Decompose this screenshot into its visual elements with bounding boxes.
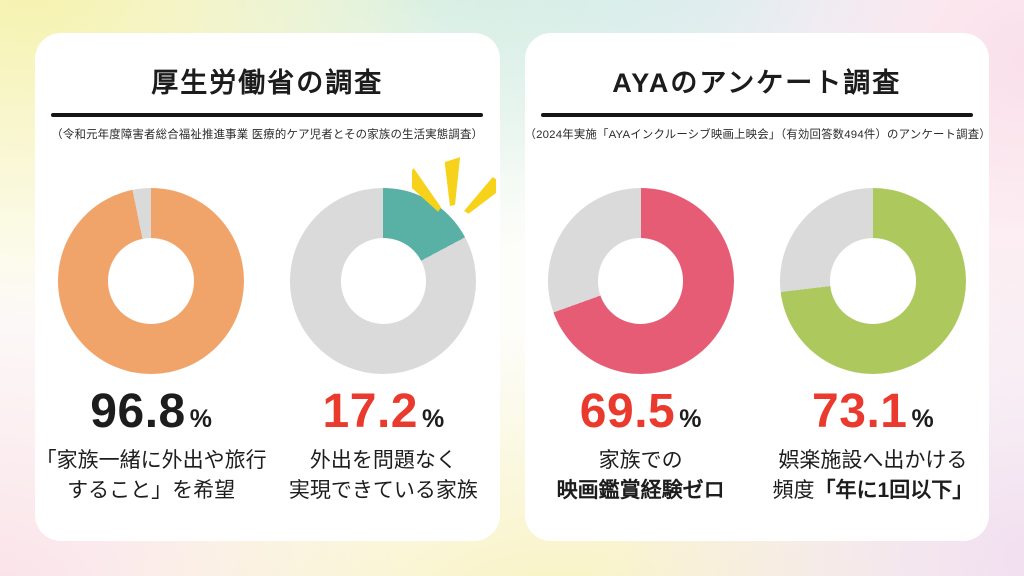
stat-label-line: 映画鑑賞経験ゼロ [556,479,725,503]
stat-label: 家族での映画鑑賞経験ゼロ [557,446,725,507]
stat-label-line: 外出を問題なく [309,449,457,472]
stat-column: 73.1% 娯楽施設へ出かける 頻度「年に1回以下」 [757,188,989,507]
card-subtitle: （令和元年度障害者総合福祉推進事業 医療的ケア児者とその家族の生活実態調査） [51,129,484,141]
stat-label: 「家族一緒に外出や旅行 すること」を希望 [36,446,267,507]
donut-ring [779,188,966,374]
stat-column: 17.2% 外出を問題なく 実現できている家族 [267,157,499,507]
stat-value: 17.2% [323,388,445,436]
percent-sign: % [911,405,934,433]
stat-number: 17.2 [322,385,418,438]
stat-number: 96.8 [90,385,186,438]
card-aya-survey: AYAのアンケート調査 （2024年実施「AYAインクルーシブ映画上映会」（有効… [524,33,991,541]
donut-chart [547,188,734,374]
card-subtitle: （2024年実施「AYAインクルーシブ映画上映会」（有効回答数494件）のアンケ… [524,129,991,141]
percent-sign: % [189,405,212,433]
donut-ring [290,188,477,374]
stat-label-line: 「家族一緒に外出や旅行 [35,449,267,472]
card-title: 厚生労働省の調査 [151,68,384,98]
donut-chart [290,157,497,374]
donut-ring [58,188,245,374]
sparkle-icon [412,157,497,214]
stat-value: 73.1% [812,388,934,436]
card-mhlw-survey: 厚生労働省の調査 （令和元年度障害者総合福祉推進事業 医療的ケア児者とその家族の… [35,33,500,541]
stat-number: 73.1 [812,385,908,438]
stat-value: 69.5% [580,388,702,436]
donut-ring [547,188,734,374]
title-underline [540,113,973,117]
stat-label-line: すること」を希望 [67,479,236,503]
stat-label-line: 実現できている家族 [288,479,478,503]
stats-row: 69.5% 家族での映画鑑賞経験ゼロ 73.1% 娯楽施設へ出かける 頻度「年に1回以下… [525,188,990,507]
stat-value: 96.8% [90,388,212,436]
donut-chart [779,188,966,374]
stat-label-line: 娯楽施設へ出かける [778,449,968,472]
title-underline [51,113,484,117]
stat-label: 娯楽施設へ出かける 頻度「年に1回以下」 [773,446,974,507]
stat-number: 69.5 [579,385,676,438]
stat-label: 外出を問題なく 実現できている家族 [289,446,478,507]
card-title: AYAのアンケート調査 [612,68,902,98]
donut-chart [58,188,245,374]
percent-sign: % [421,405,445,433]
stat-column: 69.5% 家族での映画鑑賞経験ゼロ [525,188,757,507]
stat-label-line: 頻度「年に1回以下」 [772,479,974,503]
stat-label-line: 家族での [598,449,683,472]
stats-row: 96.8% 「家族一緒に外出や旅行 すること」を希望 17.2% 外出を問題なく 実現でき… [35,157,500,507]
percent-sign: % [679,405,702,433]
stat-column: 96.8% 「家族一緒に外出や旅行 すること」を希望 [35,188,267,507]
